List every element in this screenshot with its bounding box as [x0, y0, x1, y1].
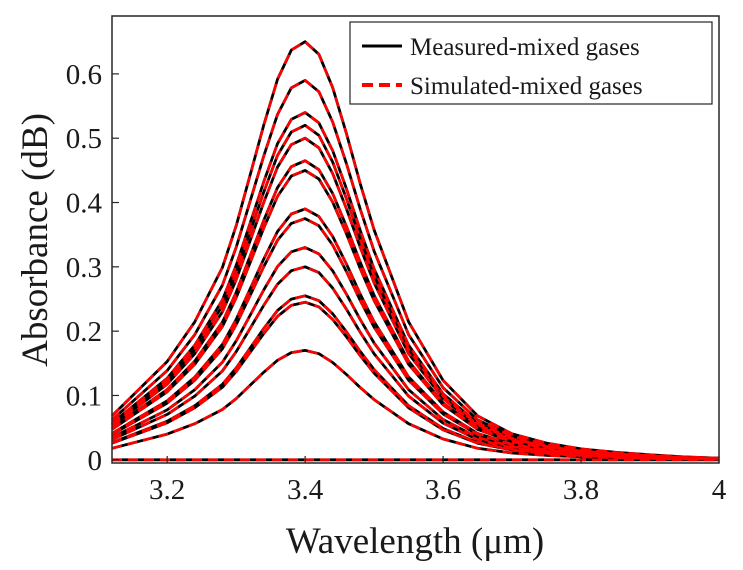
y-tick-label: 0.1: [66, 380, 102, 412]
simulated-curve: [111, 124, 720, 460]
axes-frame: [111, 15, 720, 464]
x-tick-label: 3.2: [149, 474, 185, 506]
y-axis-label: Absorbance (dB): [15, 113, 56, 367]
simulated-curve: [111, 300, 720, 461]
y-tick-label: 0.3: [66, 252, 102, 284]
y-tick-label: 0.5: [66, 123, 102, 155]
simulated-curve: [111, 79, 720, 460]
measured-curve: [111, 159, 720, 460]
x-axis-label: Wavelength (μm): [286, 521, 544, 562]
simulated-curve: [111, 159, 720, 460]
y-tick-label: 0.6: [66, 59, 102, 91]
y-axis: 0 0.1 0.2 0.3 0.4 0.5 0.6: [66, 59, 119, 477]
simulated-curve: [111, 111, 720, 460]
x-axis: 3.2 3.4 3.6 3.8 4: [149, 456, 727, 506]
x-tick-label: 3.4: [287, 474, 324, 506]
y-tick-label: 0.4: [66, 188, 103, 220]
x-tick-label: 4: [712, 474, 727, 506]
measured-curve: [111, 169, 720, 460]
legend-simulated-label: Simulated-mixed gases: [410, 73, 643, 100]
legend: Measured-mixed gases Simulated-mixed gas…: [349, 21, 713, 105]
simulated-curve: [111, 294, 720, 461]
y-tick-label: 0.2: [66, 316, 102, 348]
legend-box: [349, 21, 713, 105]
measured-curve: [111, 123, 720, 460]
plot-area: [111, 40, 720, 462]
measured-curve: [111, 111, 720, 460]
legend-measured-label: Measured-mixed gases: [410, 34, 640, 61]
x-tick-label: 3.6: [425, 474, 461, 506]
x-tick-label: 3.8: [563, 474, 599, 506]
simulated-curve: [111, 169, 720, 460]
simulated-curve: [111, 349, 720, 461]
simulated-curve: [111, 136, 720, 460]
y-tick-label: 0: [88, 445, 103, 477]
simulated-curve: [111, 40, 720, 460]
